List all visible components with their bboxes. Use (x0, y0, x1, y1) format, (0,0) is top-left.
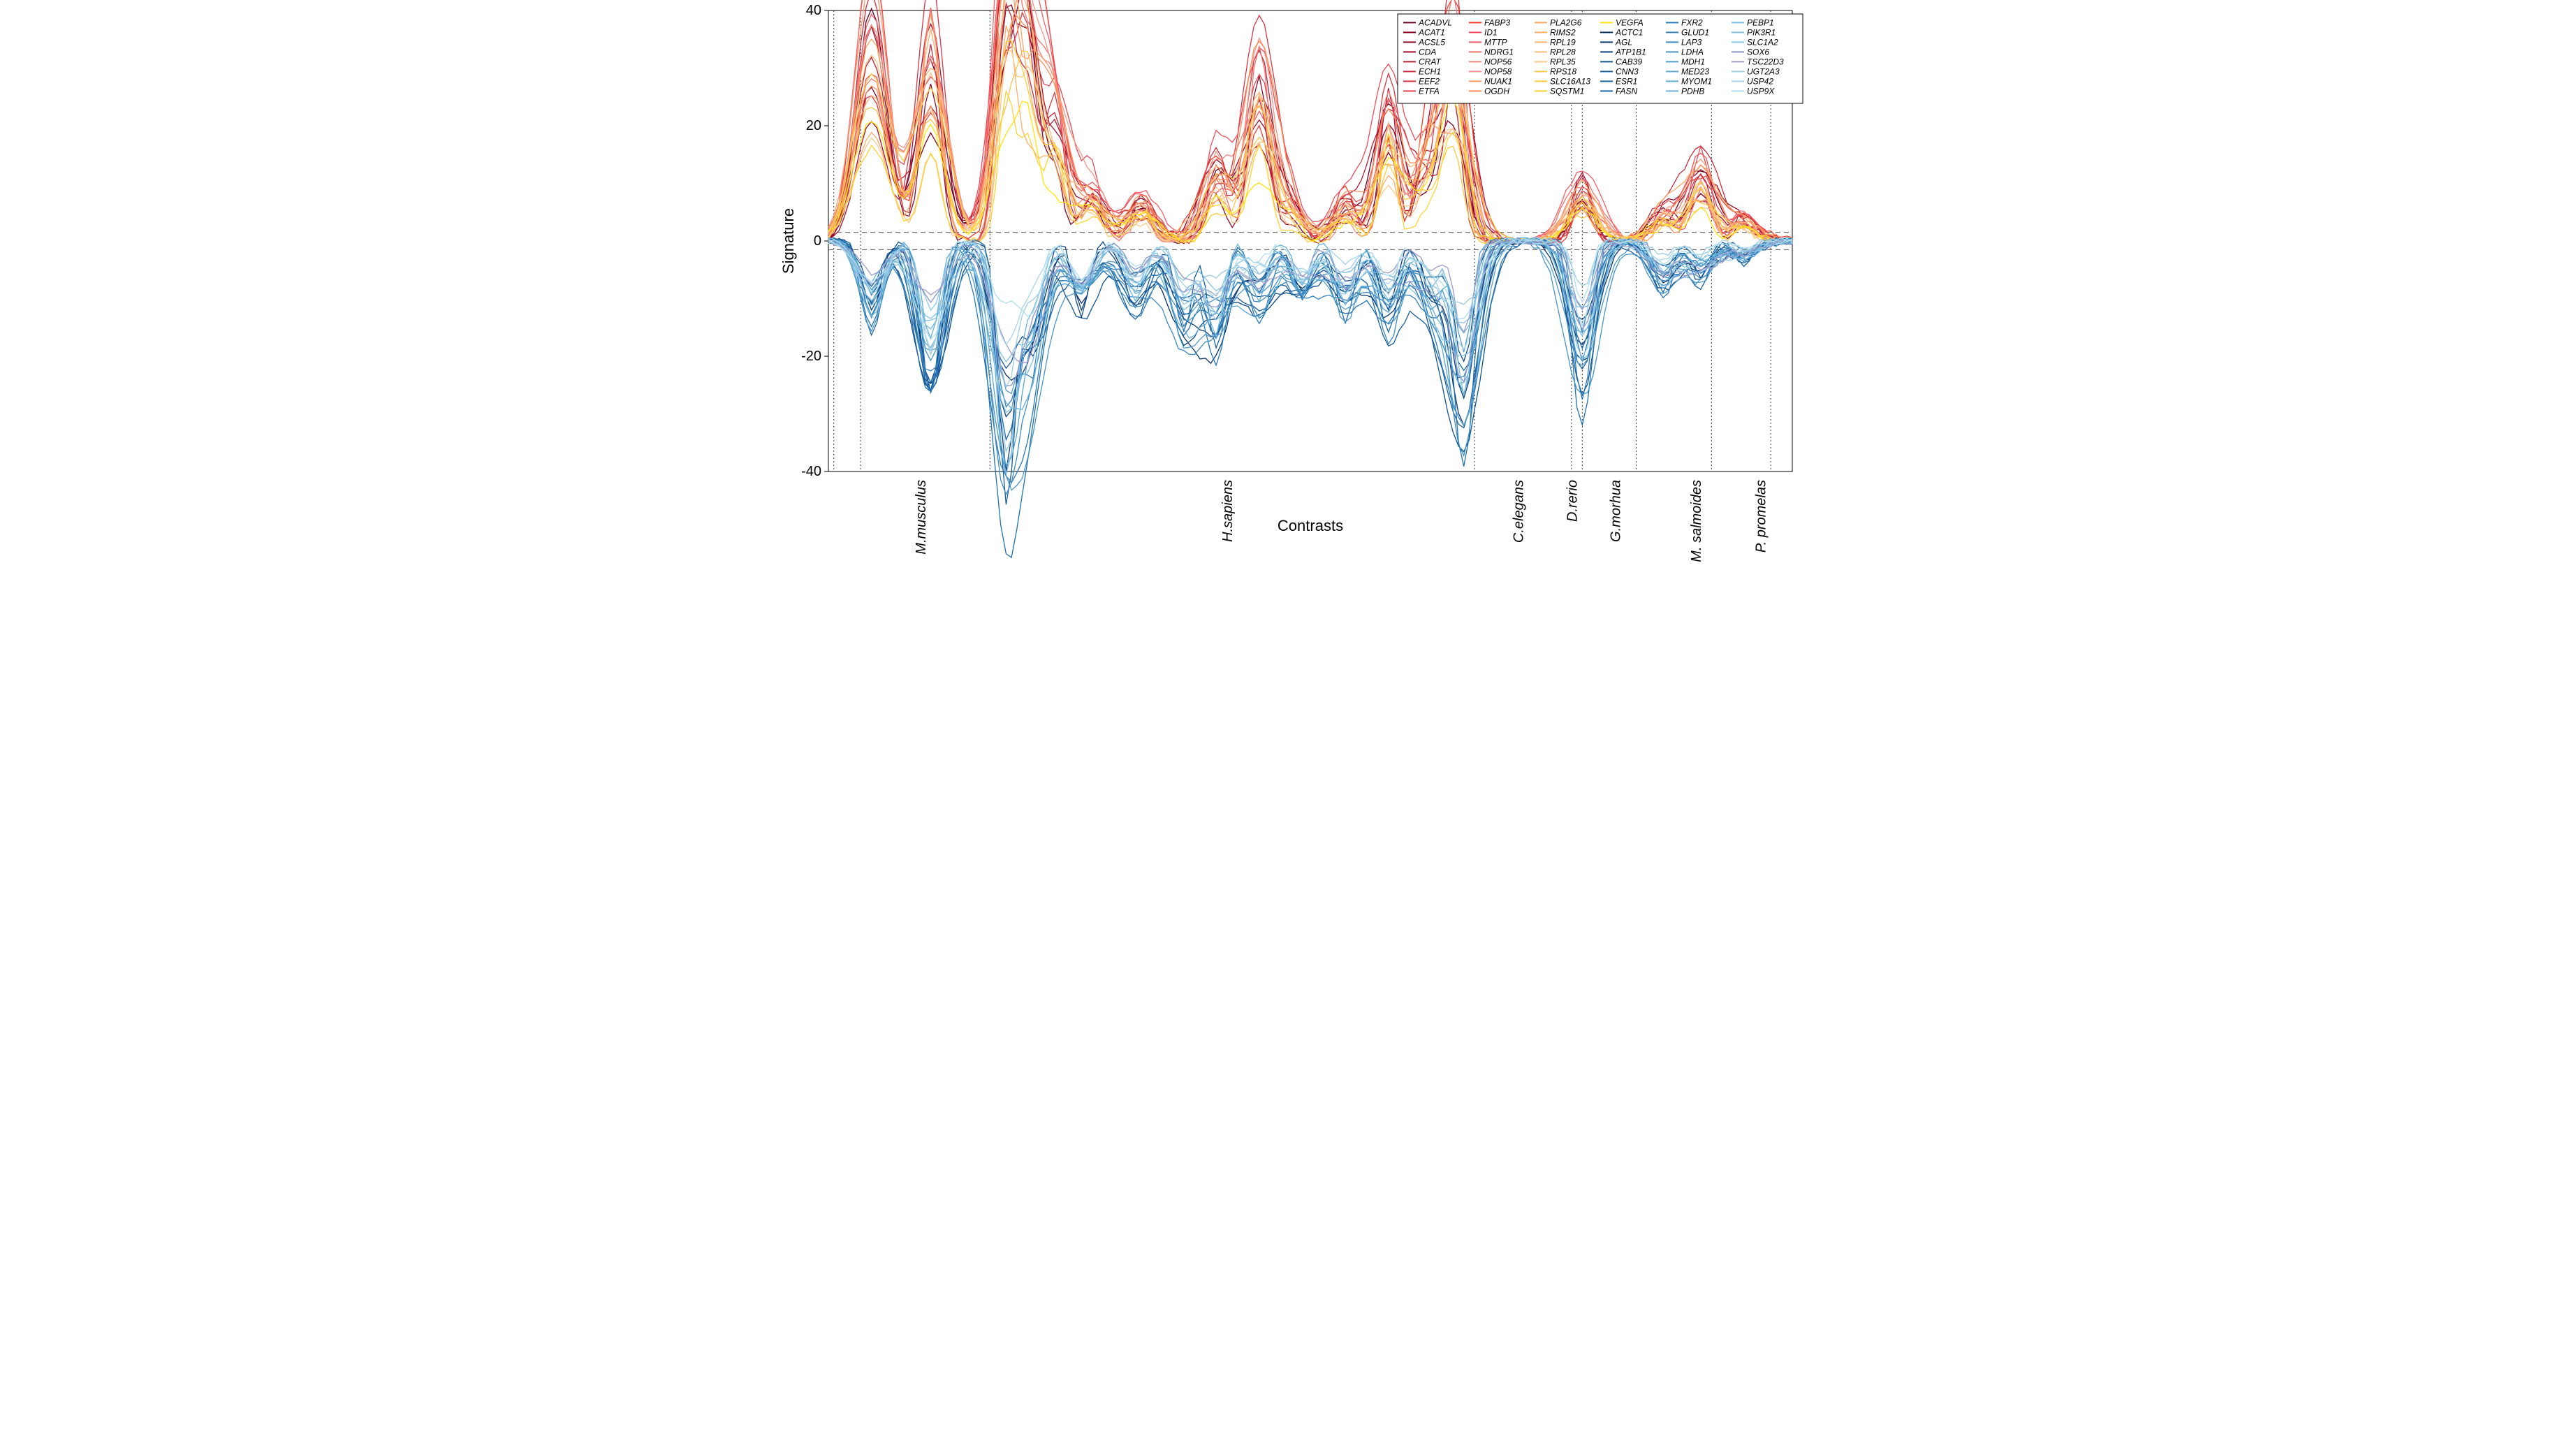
legend-label: ECH1 (1419, 66, 1441, 76)
legend-label: LDHA (1681, 47, 1704, 57)
y-tick-label: 20 (806, 118, 821, 133)
legend-label: NOP56 (1484, 57, 1512, 66)
legend-label: PEBP1 (1747, 17, 1774, 27)
legend-label: ACSL5 (1418, 37, 1445, 47)
legend-label: NUAK1 (1484, 76, 1512, 86)
legend-label: RPL19 (1550, 37, 1576, 47)
legend-label: GLUD1 (1681, 27, 1709, 37)
legend-label: RPS18 (1550, 66, 1576, 76)
legend-label: UGT2A3 (1747, 66, 1780, 76)
legend-label: SLC1A2 (1747, 37, 1778, 47)
legend-label: MYOM1 (1681, 76, 1712, 86)
legend-label: EEF2 (1419, 76, 1440, 86)
y-axis-label: Signature (780, 208, 797, 274)
legend-box (1398, 14, 1803, 103)
species-label: M. salmoides (1689, 480, 1704, 562)
legend-label: ACTC1 (1615, 27, 1643, 37)
signature-contrasts-chart: -40 -20 0 20 40 Signature Contrasts M.musculus H… (773, 0, 1803, 576)
legend-label: PLA2G6 (1550, 17, 1582, 27)
legend-label: MED23 (1681, 66, 1709, 76)
legend-label: CNN3 (1616, 66, 1639, 76)
legend-label: PIK3R1 (1747, 27, 1776, 37)
species-label: M.musculus (914, 480, 929, 555)
legend-label: RPL28 (1550, 47, 1576, 57)
legend-label: OGDH (1484, 86, 1509, 96)
species-label: D.rerio (1565, 480, 1581, 522)
y-tick-label: 0 (814, 233, 821, 249)
legend-label: ESR1 (1616, 76, 1637, 86)
legend: ACADVLACAT1ACSL5CDACRATECH1EEF2ETFA FABP3… (1398, 14, 1803, 103)
legend-label: MTTP (1484, 37, 1507, 47)
legend-label: RPL35 (1550, 57, 1576, 66)
legend-label: CDA (1419, 47, 1436, 57)
legend-label: USP42 (1747, 76, 1773, 86)
legend-label: SLC16A13 (1550, 76, 1590, 86)
series-CNN3 (828, 237, 1792, 504)
legend-label: NOP58 (1484, 66, 1512, 76)
species-label: H.sapiens (1220, 480, 1236, 542)
legend-label: FABP3 (1484, 17, 1510, 27)
legend-label: TSC22D3 (1747, 57, 1784, 66)
legend-label: CRAT (1419, 57, 1442, 66)
legend-label: USP9X (1747, 86, 1775, 96)
legend-label: ACAT1 (1418, 27, 1445, 37)
y-tick-label: 40 (806, 3, 821, 18)
species-label: G.morhua (1608, 480, 1623, 542)
series-FASN (828, 237, 1792, 557)
legend-label: AGL (1615, 37, 1632, 47)
legend-label: PDHB (1681, 86, 1704, 96)
legend-label: VEGFA (1616, 17, 1644, 27)
legend-label: ID1 (1484, 27, 1498, 37)
legend-label: CAB39 (1616, 57, 1642, 66)
legend-label: LAP3 (1681, 37, 1702, 47)
legend-label: SQSTM1 (1550, 86, 1584, 96)
legend-label: NDRG1 (1484, 47, 1514, 57)
legend-label: MDH1 (1681, 57, 1705, 66)
chart-svg: -40 -20 0 20 40 Signature Contrasts M.musculus H… (773, 0, 1803, 576)
x-axis-label: Contrasts (1278, 517, 1343, 534)
legend-label: ATP1B1 (1615, 47, 1646, 57)
species-label: C.elegans (1512, 480, 1527, 543)
legend-label: SOX6 (1747, 47, 1769, 57)
legend-label: ACADVL (1418, 17, 1452, 27)
y-tick-label: -40 (801, 464, 821, 479)
species-label: P. promelas (1753, 480, 1769, 553)
legend-label: FXR2 (1681, 17, 1703, 27)
legend-label: RIMS2 (1550, 27, 1576, 37)
y-tick-label: -20 (801, 349, 821, 364)
series-PDHB (828, 237, 1792, 474)
legend-label: ETFA (1419, 86, 1440, 96)
legend-label: FASN (1616, 86, 1637, 96)
